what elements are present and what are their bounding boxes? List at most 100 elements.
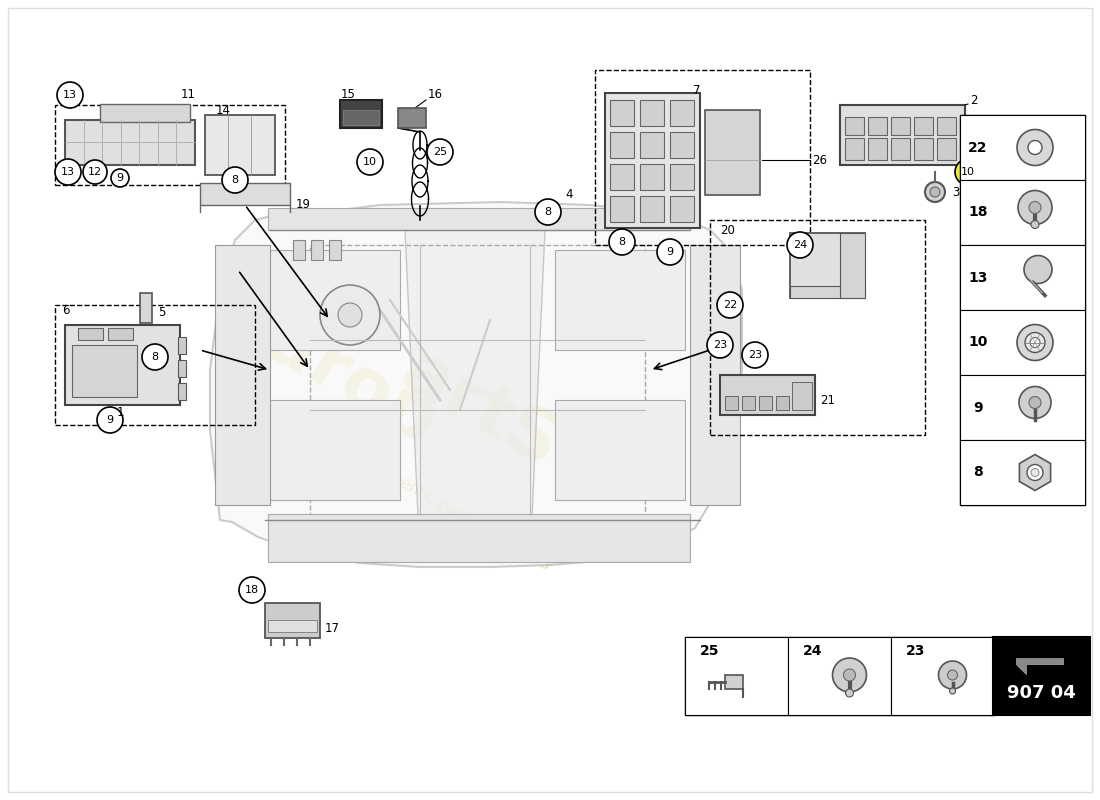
Circle shape bbox=[1018, 130, 1053, 166]
Text: 23: 23 bbox=[906, 644, 925, 658]
Text: 26: 26 bbox=[813, 154, 827, 166]
Bar bbox=[937, 138, 956, 160]
Text: 2: 2 bbox=[970, 94, 978, 106]
Bar bbox=[937, 117, 956, 135]
Bar bbox=[78, 328, 103, 340]
Bar bbox=[685, 637, 994, 715]
Bar bbox=[868, 117, 887, 135]
Circle shape bbox=[1028, 141, 1042, 154]
Text: 8: 8 bbox=[231, 175, 239, 185]
Text: 15: 15 bbox=[341, 87, 355, 101]
Text: 1: 1 bbox=[117, 406, 123, 419]
Text: 11: 11 bbox=[180, 89, 196, 102]
Circle shape bbox=[925, 182, 945, 202]
Circle shape bbox=[717, 292, 743, 318]
Circle shape bbox=[1018, 325, 1053, 361]
Polygon shape bbox=[210, 202, 743, 567]
Text: 25: 25 bbox=[433, 147, 447, 157]
Text: 23: 23 bbox=[713, 340, 727, 350]
Bar bbox=[960, 180, 1085, 245]
Text: 14: 14 bbox=[216, 103, 231, 117]
Text: 13: 13 bbox=[968, 270, 988, 285]
Text: 20: 20 bbox=[720, 223, 735, 237]
Text: 23: 23 bbox=[748, 350, 762, 360]
Bar bbox=[640, 164, 664, 190]
Circle shape bbox=[239, 577, 265, 603]
Text: 18: 18 bbox=[968, 206, 988, 219]
Circle shape bbox=[427, 139, 453, 165]
Text: artS: artS bbox=[388, 338, 571, 482]
Text: a passion for authentic parts since 1985: a passion for authentic parts since 1985 bbox=[277, 406, 552, 574]
Circle shape bbox=[1025, 333, 1045, 353]
Text: 13: 13 bbox=[63, 90, 77, 100]
Text: 13: 13 bbox=[60, 167, 75, 177]
Circle shape bbox=[707, 332, 733, 358]
Bar bbox=[793, 396, 806, 410]
Bar bbox=[214, 245, 270, 505]
Text: 21: 21 bbox=[820, 394, 835, 406]
Text: 9: 9 bbox=[974, 401, 982, 414]
Text: 12: 12 bbox=[88, 167, 102, 177]
Bar bbox=[670, 132, 694, 158]
Bar bbox=[178, 360, 186, 377]
Bar bbox=[605, 93, 700, 228]
Bar bbox=[270, 250, 400, 350]
Bar bbox=[891, 637, 994, 715]
Text: 10: 10 bbox=[961, 167, 975, 177]
Circle shape bbox=[358, 149, 383, 175]
Text: 8: 8 bbox=[152, 352, 158, 362]
Circle shape bbox=[320, 285, 379, 345]
Bar bbox=[265, 603, 320, 638]
Bar bbox=[200, 183, 290, 205]
Bar bbox=[329, 240, 341, 260]
Circle shape bbox=[142, 344, 168, 370]
Circle shape bbox=[833, 658, 867, 692]
Circle shape bbox=[1018, 190, 1052, 225]
Bar bbox=[610, 196, 634, 222]
Circle shape bbox=[222, 167, 248, 193]
Circle shape bbox=[1024, 255, 1052, 283]
Circle shape bbox=[938, 661, 967, 689]
Circle shape bbox=[949, 688, 956, 694]
Bar bbox=[268, 514, 690, 562]
Bar bbox=[725, 396, 738, 410]
Bar bbox=[705, 110, 760, 195]
Bar bbox=[268, 208, 690, 230]
Text: 8: 8 bbox=[618, 237, 626, 247]
Text: 9: 9 bbox=[117, 173, 123, 183]
Bar bbox=[993, 637, 1090, 715]
Text: 16: 16 bbox=[428, 87, 442, 101]
Circle shape bbox=[1028, 397, 1041, 409]
Bar bbox=[556, 250, 685, 350]
Circle shape bbox=[57, 82, 82, 108]
Bar bbox=[670, 164, 694, 190]
Bar bbox=[55, 305, 255, 425]
Bar bbox=[311, 240, 323, 260]
Bar bbox=[610, 164, 634, 190]
Circle shape bbox=[1031, 221, 1040, 229]
Text: 8: 8 bbox=[544, 207, 551, 217]
Text: 19: 19 bbox=[296, 198, 311, 210]
Circle shape bbox=[1019, 386, 1050, 418]
Circle shape bbox=[338, 303, 362, 327]
Bar bbox=[65, 325, 180, 405]
Text: 4: 4 bbox=[565, 189, 572, 202]
Text: 22: 22 bbox=[723, 300, 737, 310]
Bar bbox=[293, 240, 305, 260]
Circle shape bbox=[111, 169, 129, 187]
Bar bbox=[960, 440, 1085, 505]
Bar bbox=[891, 117, 910, 135]
Text: 5: 5 bbox=[158, 306, 165, 318]
Circle shape bbox=[844, 669, 856, 681]
Circle shape bbox=[742, 342, 768, 368]
Bar bbox=[670, 100, 694, 126]
Circle shape bbox=[97, 407, 123, 433]
Bar bbox=[108, 328, 133, 340]
Bar bbox=[792, 382, 812, 410]
Text: 24: 24 bbox=[793, 240, 807, 250]
Text: 24: 24 bbox=[803, 644, 823, 658]
Bar bbox=[178, 337, 186, 354]
Bar bbox=[140, 293, 152, 323]
Bar bbox=[268, 620, 317, 632]
Circle shape bbox=[930, 187, 940, 197]
